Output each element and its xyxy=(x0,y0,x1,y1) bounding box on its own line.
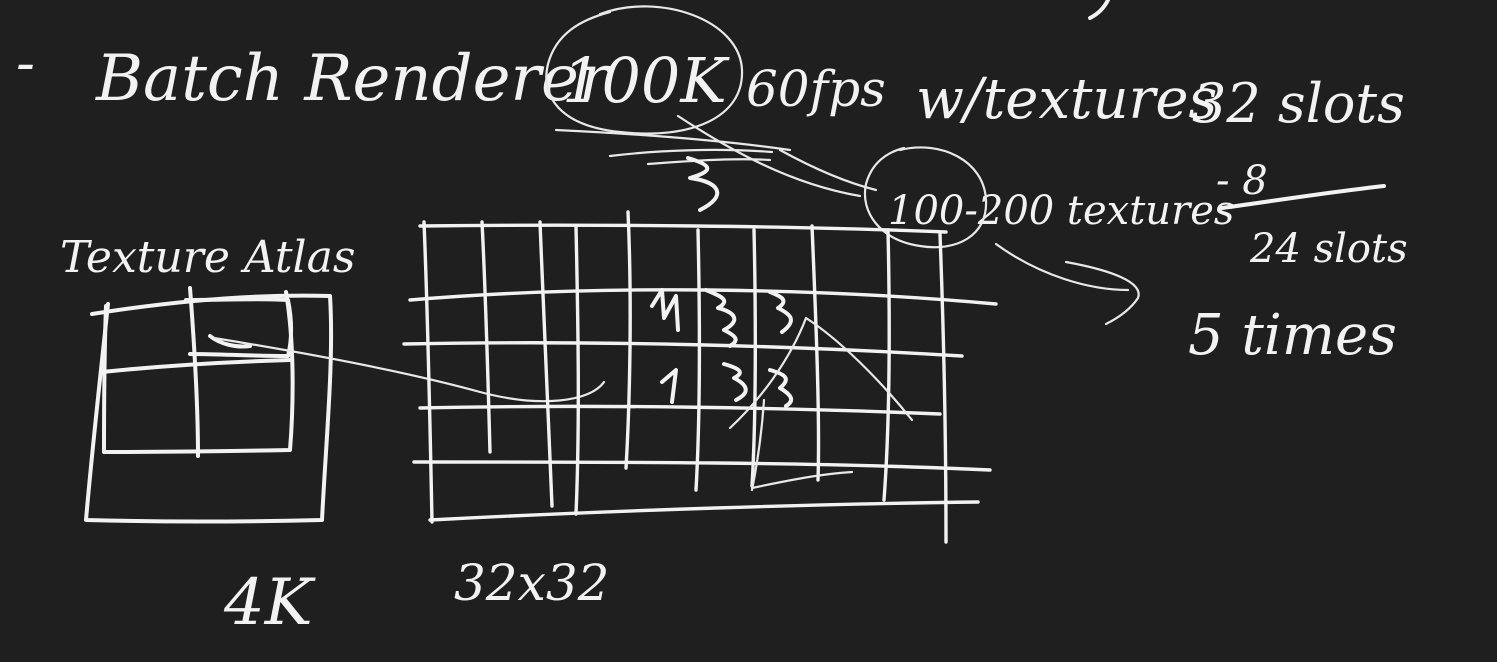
atlas-cell-tick xyxy=(208,334,252,349)
subtraction-line xyxy=(1220,184,1386,210)
tile-grid xyxy=(402,210,998,544)
arrow-head xyxy=(1064,260,1140,326)
underline-scribble-2 xyxy=(608,148,774,158)
atlas-horizontal-divider xyxy=(100,358,292,374)
texture-atlas-box xyxy=(84,286,334,524)
grid-col-line-6 xyxy=(694,228,702,492)
cell-mark-6 xyxy=(768,368,794,408)
atlas-size-text: 4K xyxy=(223,566,316,640)
cell-mark-5 xyxy=(722,362,748,402)
atlas-to-grid-line xyxy=(212,336,606,403)
squiggle-mark xyxy=(686,156,720,212)
arrow-100k-to-textures xyxy=(676,114,862,198)
reserved-slots-text: - 8 xyxy=(1216,158,1268,204)
grid-col-line-5 xyxy=(624,210,632,470)
cell-mark-1 xyxy=(650,288,680,332)
arrow-fps-to-textures xyxy=(778,148,878,192)
texture-atlas-text: Texture Atlas xyxy=(60,232,355,283)
atlas-inner-square xyxy=(102,290,295,454)
grid-col-line-4 xyxy=(574,224,581,516)
texture-count-circle xyxy=(863,146,988,249)
remaining-slots-text: 24 slots xyxy=(1249,226,1408,272)
total-slots-text: 32 slots xyxy=(1192,72,1405,135)
grid-row-line-5 xyxy=(412,460,992,472)
grid-col-line-2 xyxy=(480,220,492,454)
dash-text: - xyxy=(16,31,35,96)
grid-row-line-1 xyxy=(418,223,948,234)
tile-size-text: 32x32 xyxy=(454,554,609,612)
texture-count-text: 100-200 textures xyxy=(888,188,1234,234)
grid-col-line-9 xyxy=(882,228,891,502)
atlas-outer-frame xyxy=(84,293,334,524)
grid-col-line-10 xyxy=(938,232,948,544)
quad-count-circle xyxy=(545,5,744,135)
tent-vertical xyxy=(750,398,766,492)
batch-count-text: 5 times xyxy=(1188,303,1397,368)
batch-renderer-text: Batch Renderer xyxy=(95,42,613,116)
atlas-vertical-divider xyxy=(188,286,200,458)
tent-shape xyxy=(728,316,914,430)
with-textures-text: w/textures xyxy=(916,67,1217,132)
cell-mark-4 xyxy=(660,368,678,404)
grid-row-line-4 xyxy=(418,404,942,416)
grid-col-line-1 xyxy=(422,220,434,524)
fps-text: 60fps xyxy=(746,60,886,118)
grid-col-line-3 xyxy=(538,220,554,508)
cell-mark-2 xyxy=(704,288,738,348)
tent-base xyxy=(750,470,854,490)
grid-row-line-2 xyxy=(408,288,998,306)
grid-row-line-6 xyxy=(428,500,980,522)
grid-col-line-7 xyxy=(750,228,758,488)
underline-scribble-3 xyxy=(646,158,772,166)
arrow-to-batch-count xyxy=(994,242,1130,292)
top-edge-stroke xyxy=(1088,0,1110,20)
cell-mark-3 xyxy=(768,290,793,334)
grid-col-line-8 xyxy=(810,224,821,482)
atlas-highlight-cell xyxy=(184,297,293,358)
underline-scribble-1 xyxy=(554,128,792,152)
quad-count-text: 100K xyxy=(562,44,730,117)
